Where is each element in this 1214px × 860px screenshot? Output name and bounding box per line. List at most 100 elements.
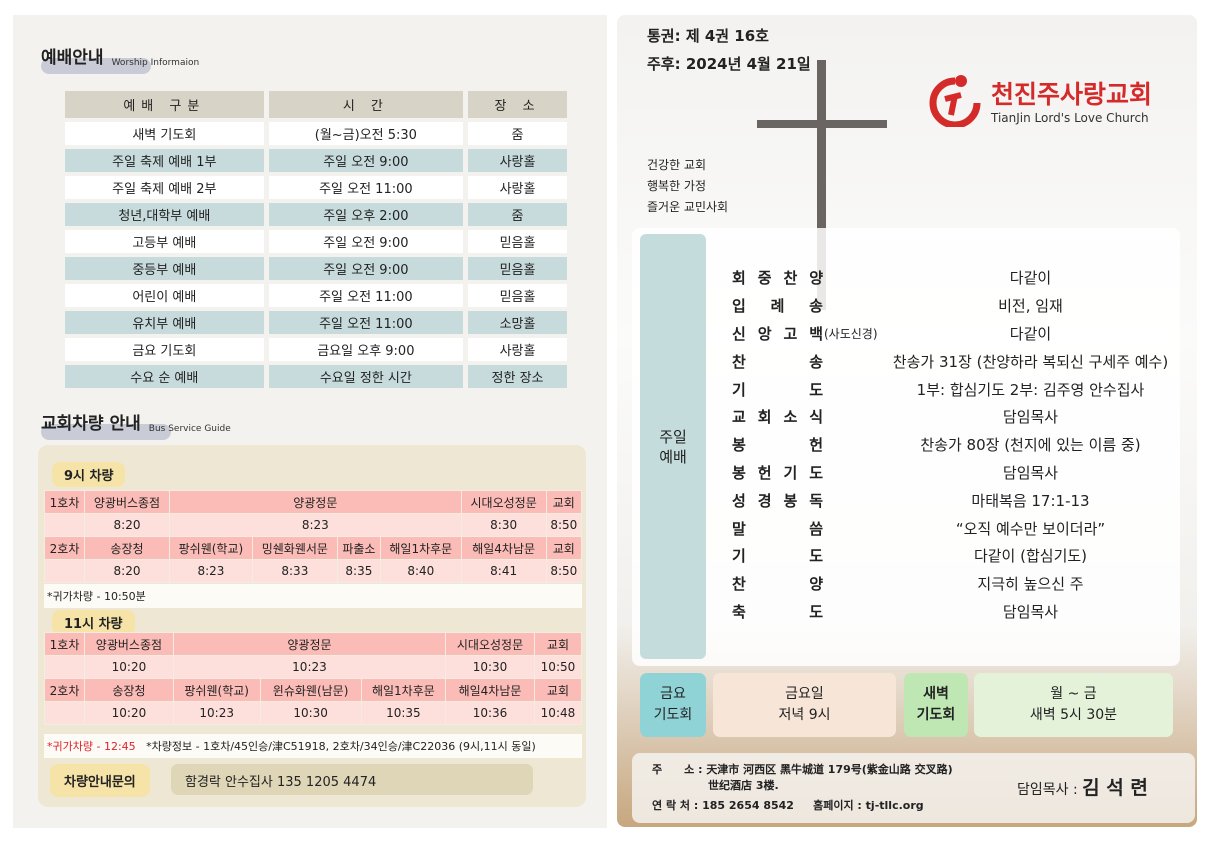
order-value: 담임목사 — [1002, 408, 1059, 427]
order-label: 찬 송 — [732, 352, 824, 371]
tel: 185 2654 8542 — [702, 799, 794, 812]
tel-label: 연 락 처 : — [652, 799, 699, 812]
bus-stop: 시대오성정문 — [460, 490, 547, 514]
order-value: “오직 예수만 보이더라” — [955, 519, 1106, 538]
worship-cell: 주일 오전 9:00 — [268, 230, 464, 253]
bus-9-label: 9시 차량 — [52, 462, 126, 487]
worship-cell: 수요 순 예배 — [65, 365, 264, 388]
bus-time: 8:41 — [460, 559, 547, 583]
worship-cell: 주일 오후 2:00 — [268, 203, 464, 226]
worship-row: 어린이 예배 주일 오전 11:00 믿음홀 — [65, 284, 567, 307]
worship-row: 고등부 예배 주일 오전 9:00 믿음홀 — [65, 230, 567, 253]
order-item: 축 도 담임목사 — [732, 598, 1177, 626]
bus-stop-row: 1호차 양광버스종점 양광정문 시대오성정문 교회 — [44, 632, 583, 656]
order-label: 봉 헌 — [732, 436, 824, 455]
worship-heading: 예배안내 Worship Informaion — [41, 43, 199, 74]
slogans: 건강한 교회 행복한 가정 즐거운 교민사회 — [647, 155, 728, 218]
right-page: 통권: 제 4권 16호 주후: 2024년 4월 21일 천진주사랑교회 Tia… — [617, 15, 1197, 827]
bus-11-table: 1호차 양광버스종점 양광정문 시대오성정문 교회 10:20 10:23 10:30 10:5… — [44, 632, 583, 725]
bus-time: 10:30 — [259, 701, 362, 725]
worship-cell: 사랑홀 — [468, 149, 567, 172]
order-value: 마태복음 17:1-13 — [971, 491, 1090, 510]
worship-row: 중등부 예배 주일 오전 9:00 믿음홀 — [65, 257, 567, 280]
order-value: 다같이 — [1009, 269, 1052, 288]
bus-stop-row: 2호차 송장청 팡쉬웬(학교) 밍쉔화웬서문 파출소 해일1차후문 해일4차남문 교회 — [44, 536, 583, 560]
order-label: 기 도 — [732, 380, 824, 399]
church-logo: 천진주사랑교회 TianJin Lord's Love Church — [927, 73, 1152, 127]
worship-row: 새벽 기도회 (월~금)오전 5:30 줌 — [65, 122, 567, 145]
bus-stop: 시대오성정문 — [445, 632, 535, 656]
cross-bar — [757, 120, 887, 128]
worship-cell: 고등부 예배 — [65, 230, 264, 253]
slogan: 즐거운 교민사회 — [647, 200, 729, 214]
bus-car-label — [44, 559, 85, 583]
order-item: 교 회 소 식 담임목사 — [732, 403, 1177, 431]
order-value: 찬송가 80장 (천지에 있는 이름 중) — [920, 436, 1141, 455]
order-value: 찬송가 31장 (찬양하라 복되신 구세주 예수) — [892, 352, 1169, 371]
bus-stop: 양광정문 — [168, 490, 462, 514]
footer: 주 소 : 天津市 河西区 黑牛城道 179号(紫金山路 交叉路) 世纪酒店 3… — [632, 753, 1195, 823]
bus-stop: 송장청 — [84, 536, 170, 560]
bus-time: 10:36 — [445, 701, 535, 725]
bus-car-label — [44, 701, 85, 725]
bus-stop: 해일1차후문 — [360, 678, 447, 702]
order-label: 찬 양 — [732, 575, 824, 594]
bus-stop: 양광정문 — [172, 632, 447, 656]
worship-cell: 정한 장소 — [468, 365, 567, 388]
bus-time: 10:48 — [533, 701, 583, 725]
bus-stop: 해일4차남문 — [445, 678, 535, 702]
order-item: 기 도 1부: 합심기도 2부: 김주영 안수집사 — [732, 375, 1177, 403]
bus-stop: 해일1차후문 — [379, 536, 462, 560]
worship-cell: 주일 오전 11:00 — [268, 176, 464, 199]
dawn-label: 새벽 기도회 — [904, 673, 968, 737]
bus-11-note: *귀가차량 - 12:45 *차량정보 - 1호차/45인승/津C51918, … — [44, 734, 582, 758]
pastor-name: 김 석 련 — [1082, 777, 1148, 799]
worship-row: 청년,대학부 예배 주일 오후 2:00 줌 — [65, 203, 567, 226]
issue-date: 주후: 2024년 4월 21일 — [647, 55, 811, 73]
worship-cell: 금요 기도회 — [65, 338, 264, 361]
bus-stop: 교회 — [533, 632, 583, 656]
order-item: 신 앙 고 백 (사도신경) 다같이 — [732, 320, 1177, 348]
worship-row: 금요 기도회 금요일 오후 9:00 사랑홀 — [65, 338, 567, 361]
bus-9-note: *귀가차량 - 10:50분 — [44, 584, 582, 608]
bus-time-row: 8:20 8:23 8:30 8:50 — [44, 513, 583, 537]
bus-car-label: 2호차 — [44, 678, 85, 702]
worship-cell: 수요일 정한 시간 — [268, 365, 464, 388]
bus-stop: 팡쉬웬(학교) — [168, 536, 253, 560]
worship-cell: 청년,대학부 예배 — [65, 203, 264, 226]
bus-time: 8:50 — [545, 559, 583, 583]
worship-cell: 주일 오전 11:00 — [268, 311, 464, 334]
worship-cell: 어린이 예배 — [65, 284, 264, 307]
order-value: 다같이 — [1009, 324, 1052, 343]
worship-column-header: 장 소 — [468, 91, 567, 118]
bus-time: 8:33 — [251, 559, 338, 583]
bus-time: 10:50 — [533, 655, 583, 679]
bus-time-row: 10:20 10:23 10:30 10:50 — [44, 655, 583, 679]
order-item: 성 경 봉 독 마태복음 17:1-13 — [732, 486, 1177, 514]
bus-car-label: 1호차 — [44, 490, 85, 514]
worship-cell: 주일 오전 9:00 — [268, 257, 464, 280]
bus-heading: 교회차량 안내 Bus Service Guide — [41, 409, 231, 440]
order-label: 입 례 송 — [732, 297, 824, 316]
order-label-note: (사도신경) — [824, 326, 878, 341]
order-value: 1부: 합심기도 2부: 김주영 안수집사 — [916, 380, 1145, 399]
bus-9-table: 1호차 양광버스종점 양광정문 시대오성정문 교회 8:20 8:23 8:30 8:50 2호차… — [44, 490, 583, 583]
worship-cell: 주일 오전 9:00 — [268, 149, 464, 172]
church-name: 천진주사랑교회 — [991, 80, 1153, 109]
worship-cell: 주일 축제 예배 2부 — [65, 176, 264, 199]
church-name-en: TianJin Lord's Love Church — [991, 111, 1149, 125]
order-label: 신 앙 고 백 — [732, 324, 824, 343]
order-value: 지극히 높으신 주 — [977, 575, 1084, 594]
order-label: 봉 헌 기 도 — [732, 463, 824, 482]
bus-stop: 해일4차남문 — [460, 536, 547, 560]
worship-cell: 중등부 예배 — [65, 257, 264, 280]
bus-car-label — [44, 513, 85, 537]
order-item: 찬 양 지극히 높으신 주 — [732, 570, 1177, 598]
worship-cell: 유치부 예배 — [65, 311, 264, 334]
bus-11-label: 11시 차량 — [52, 610, 135, 635]
order-label: 축 도 — [732, 602, 824, 621]
worship-title: 예배안내 — [41, 48, 104, 68]
website-link[interactable]: tj-tllc.org — [865, 799, 924, 812]
